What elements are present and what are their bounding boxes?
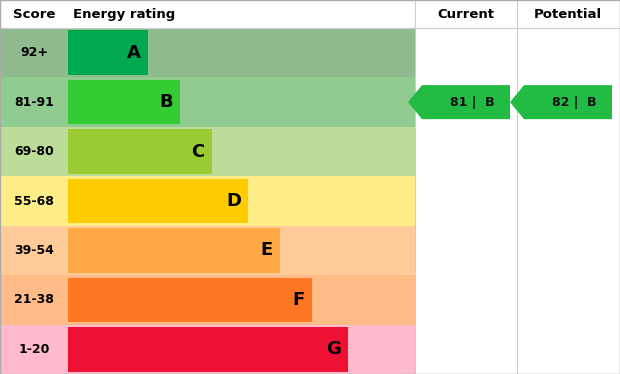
Bar xyxy=(0,28,415,77)
Text: 21-38: 21-38 xyxy=(14,293,54,306)
Bar xyxy=(68,228,280,273)
Bar xyxy=(415,176,620,226)
Text: B: B xyxy=(159,93,173,111)
Polygon shape xyxy=(408,85,510,119)
Text: Energy rating: Energy rating xyxy=(73,7,175,21)
Bar xyxy=(68,129,212,174)
Bar xyxy=(415,325,620,374)
Text: 81 |  B: 81 | B xyxy=(450,96,494,108)
Bar xyxy=(415,77,620,127)
Bar xyxy=(0,176,415,226)
Bar xyxy=(415,127,620,176)
Text: 1-20: 1-20 xyxy=(19,343,50,356)
Bar xyxy=(68,80,180,125)
Text: 92+: 92+ xyxy=(20,46,48,59)
Bar xyxy=(0,0,620,28)
Bar xyxy=(68,278,312,322)
Polygon shape xyxy=(510,85,612,119)
Bar xyxy=(0,275,415,325)
Text: G: G xyxy=(327,340,342,358)
Text: D: D xyxy=(226,192,242,210)
Text: 39-54: 39-54 xyxy=(14,244,54,257)
Bar xyxy=(68,327,348,371)
Text: E: E xyxy=(260,242,272,260)
Bar xyxy=(415,28,620,77)
Bar xyxy=(0,127,415,176)
Bar xyxy=(415,226,620,275)
Bar xyxy=(0,77,415,127)
Text: A: A xyxy=(127,44,141,62)
Text: 69-80: 69-80 xyxy=(14,145,54,158)
Bar xyxy=(68,179,248,223)
Text: F: F xyxy=(292,291,304,309)
Text: 55-68: 55-68 xyxy=(14,194,54,208)
Text: Current: Current xyxy=(438,7,495,21)
Bar xyxy=(0,226,415,275)
Text: C: C xyxy=(192,142,205,160)
Bar xyxy=(0,325,415,374)
Text: Potential: Potential xyxy=(534,7,602,21)
Text: 82 |  B: 82 | B xyxy=(552,96,596,108)
Bar xyxy=(68,30,148,75)
Bar xyxy=(415,275,620,325)
Text: Score: Score xyxy=(13,7,55,21)
Text: 81-91: 81-91 xyxy=(14,96,54,108)
